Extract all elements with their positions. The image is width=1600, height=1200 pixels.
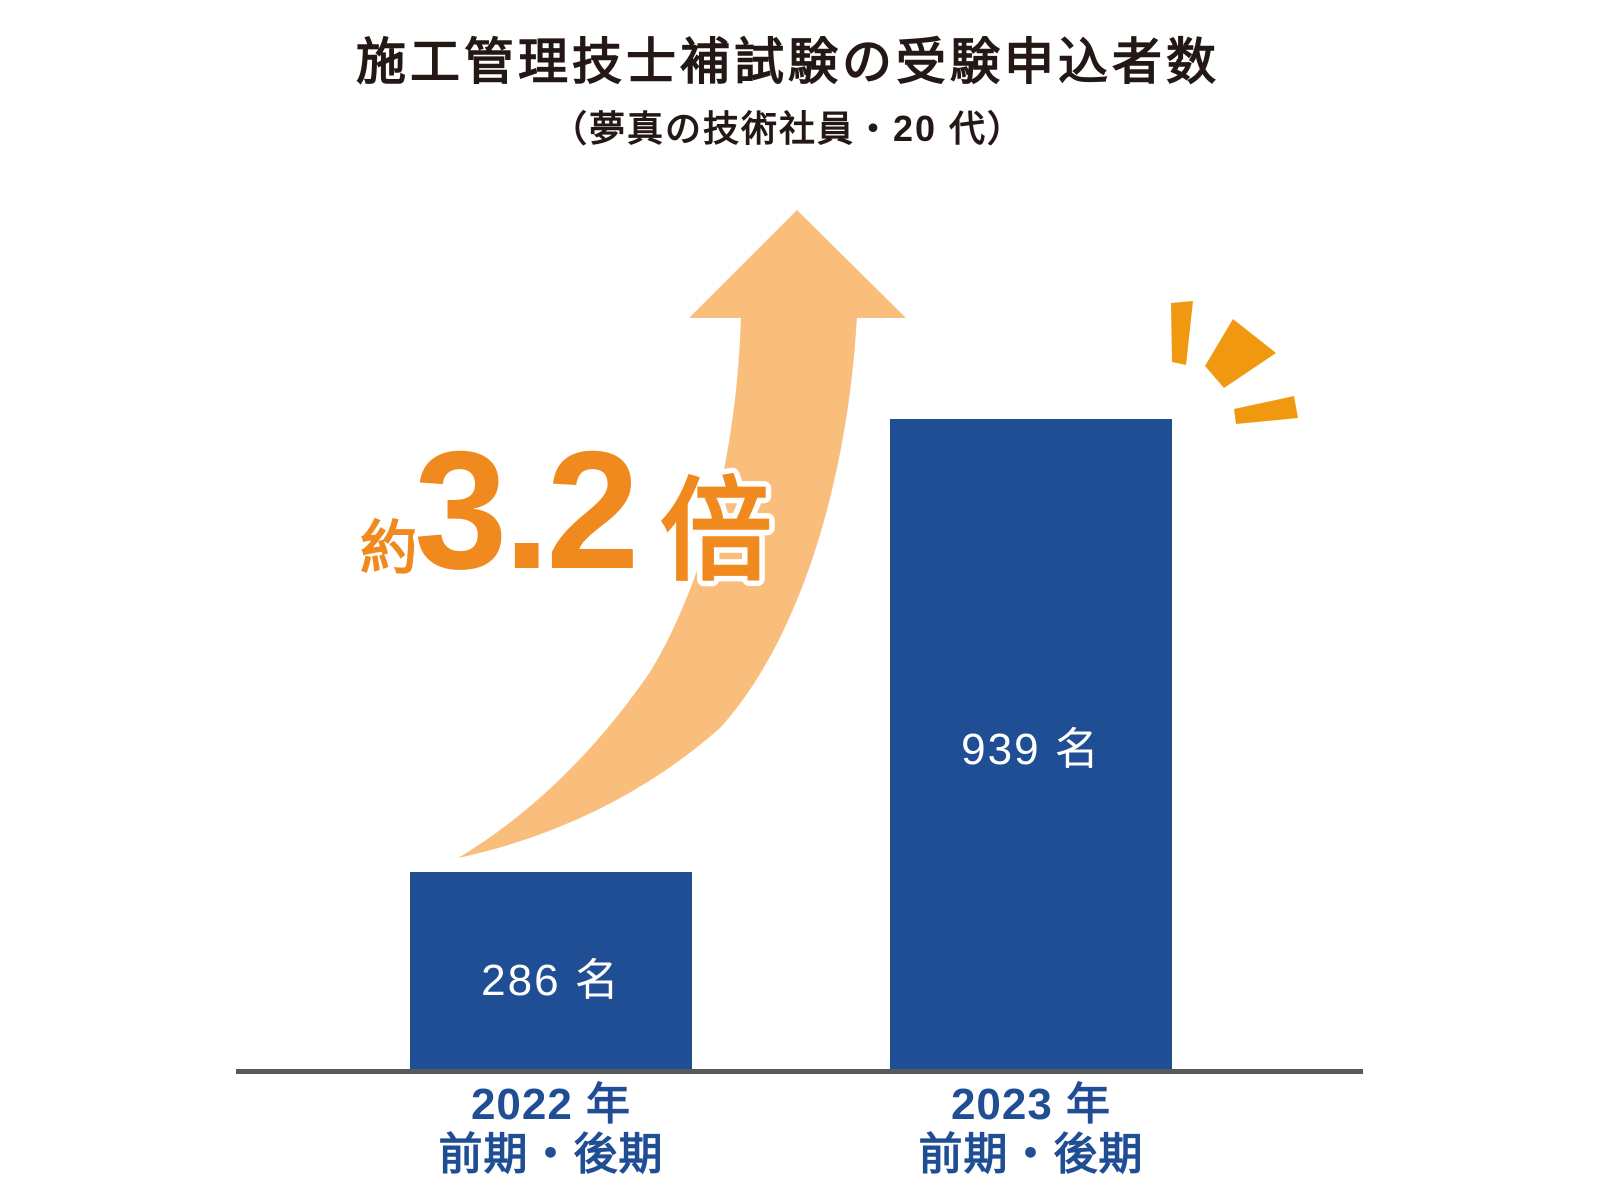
chart-title: 施工管理技士補試験の受験申込者数 xyxy=(356,34,1220,90)
x-axis-label-2022: 2022 年 前期・後期 xyxy=(410,1080,692,1180)
emphasis-spark-icon xyxy=(1171,301,1193,365)
emphasis-spark-icon xyxy=(1234,396,1298,424)
bar-2022: 286 名 xyxy=(410,872,692,1071)
x-axis-label-2023: 2023 年 前期・後期 xyxy=(890,1080,1172,1180)
bar-2023-value-label: 939 名 xyxy=(961,725,1101,774)
chart-subtitle: （夢真の技術社員・20 代） xyxy=(550,107,1026,149)
bar-2023: 939 名 xyxy=(890,419,1172,1071)
x-axis-line xyxy=(236,1069,1363,1074)
growth-annotation-prefix: 約 xyxy=(360,516,418,581)
emphasis-spark-icon xyxy=(1205,319,1276,388)
bar-2022-value-label: 286 名 xyxy=(481,955,621,1005)
x-axis-label-2022-term: 前期・後期 xyxy=(438,1130,664,1180)
x-axis-label-2023-year: 2023 年 xyxy=(950,1080,1112,1129)
growth-arrow-head-icon xyxy=(689,210,906,318)
growth-arrow-shaft-icon xyxy=(458,316,857,858)
title-block: 施工管理技士補試験の受験申込者数 （夢真の技術社員・20 代） xyxy=(0,34,1576,152)
growth-annotation-multiplier: 3.2 xyxy=(414,416,636,604)
x-axis-label-2023-term: 前期・後期 xyxy=(918,1130,1144,1180)
growth-annotation-suffix: 倍 xyxy=(660,469,772,594)
x-axis-label-2022-year: 2022 年 xyxy=(470,1080,632,1129)
